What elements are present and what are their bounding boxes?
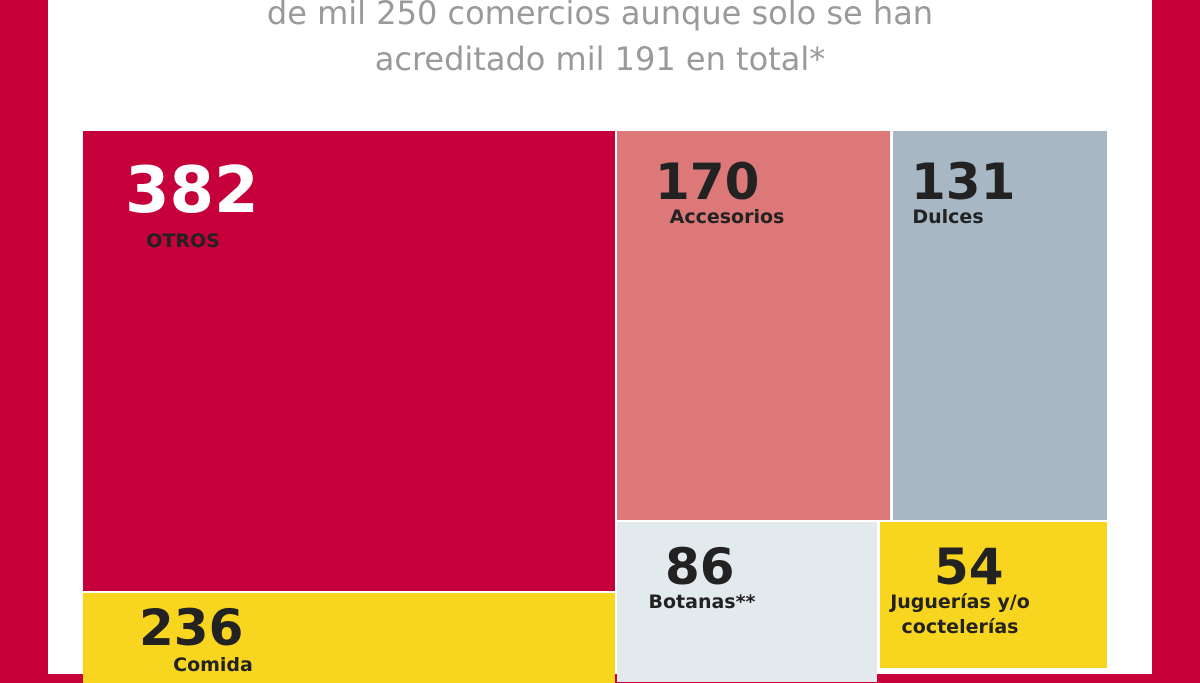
value-label: 86 [665, 538, 735, 596]
category-label: Accesorios [669, 206, 785, 228]
value-label: 131 [911, 153, 1016, 211]
category-label: OTROS [146, 230, 220, 252]
title-line: acreditado mil 191 en total* [374, 40, 826, 78]
value-label: 170 [655, 153, 760, 211]
value-label: 382 [125, 154, 259, 228]
treemap-cell: 382 OTROS [83, 131, 615, 591]
treemap-cell: 86 Botanas** [617, 522, 877, 682]
category-label: Comida [173, 654, 253, 676]
title-line: de mil 250 comercios aunque solo se han [266, 0, 934, 32]
treemap-cell: 236 Comida [83, 593, 615, 683]
category-label: Dulces [912, 206, 984, 228]
category-label: Botanas** [648, 591, 756, 613]
treemap-cell: 131 Dulces [893, 131, 1107, 520]
category-label: Juguerías y/o coctelerías [890, 591, 1030, 638]
value-label: 236 [139, 599, 244, 657]
treemap-cell: 170 Accesorios [617, 131, 890, 520]
treemap-cell: 54 Juguerías y/o coctelerías [880, 522, 1107, 668]
value-label: 54 [934, 538, 1004, 596]
